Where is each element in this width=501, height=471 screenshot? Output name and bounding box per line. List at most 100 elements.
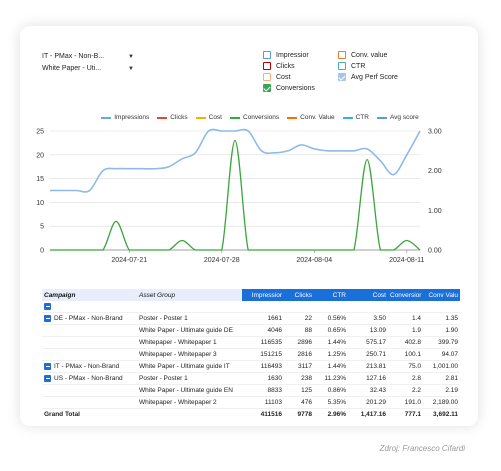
table-row[interactable]: Whitepaper - Whitepaper 3 151215 2816 1.25%… — [42, 348, 460, 361]
legend-item-clicks[interactable]: Clicks — [157, 114, 188, 121]
impressions-cell: 1630 — [242, 372, 284, 385]
legend-item-ctr[interactable]: CTR — [342, 114, 369, 121]
checkbox-unchecked-icon[interactable] — [338, 51, 346, 59]
impressions-header[interactable]: Impressior — [242, 289, 284, 301]
cost-cell: 213.81 — [348, 360, 388, 373]
conversions-cell — [388, 301, 423, 313]
impressions-cell: 8833 — [242, 384, 284, 397]
table-row[interactable]: IT - PMax - Non-Brand White Paper - Ultim… — [42, 360, 460, 373]
conversions-cell: 1.9 — [388, 324, 423, 337]
clicks-header[interactable]: Clicks — [284, 289, 314, 301]
series-line-conversions — [50, 139, 421, 251]
legend-label: Clicks — [170, 114, 188, 121]
ctr-cell: 1.25% — [314, 348, 348, 361]
clicks-cell — [284, 301, 314, 313]
y-right-tick-label: 0.00 — [428, 248, 442, 255]
campaign-cell: DE - PMax - Non-Brand — [42, 312, 137, 325]
checkbox-unchecked-icon[interactable] — [263, 73, 271, 81]
table-row[interactable]: White Paper - Ultimate guide DE 4046 88 0.6… — [42, 324, 460, 337]
table-row[interactable]: DE - PMax - Non-Brand Poster - Poster 1 16… — [42, 312, 460, 325]
asset-group-cell: White Paper - Ultimate guide IT — [137, 360, 242, 373]
cost-cell: 250.71 — [348, 348, 388, 361]
asset-group-filter-value: White Paper - Uti... — [42, 65, 102, 72]
legend-swatch — [342, 116, 353, 119]
checkbox-checked-icon[interactable] — [338, 73, 346, 81]
campaign-cell — [42, 301, 137, 313]
collapse-icon[interactable] — [44, 302, 51, 310]
campaign-cell: IT - PMax - Non-Brand — [42, 360, 137, 373]
metric-toggle-cost[interactable]: Cost — [263, 73, 290, 81]
ctr-cell: 0.86% — [314, 384, 348, 397]
impressions-cell: 116493 — [242, 360, 284, 373]
legend-item-conv-value[interactable]: Conv. Value — [287, 114, 335, 121]
metric-toggle-conversions[interactable]: Conversions — [263, 84, 315, 92]
metric-toggle-impressior[interactable]: Impressior — [263, 51, 309, 59]
grand-total-label: Grand Total — [42, 408, 242, 420]
legend-item-cost[interactable]: Cost — [195, 114, 222, 121]
metric-toggle-clicks[interactable]: Clicks — [263, 62, 295, 70]
cost-header[interactable]: Cost — [348, 289, 388, 301]
cost-cell: 127.16 — [348, 372, 388, 385]
metric-toggle-label: Conversions — [276, 84, 315, 92]
metric-toggle-label: Impressior — [276, 51, 309, 59]
metric-toggle-label: CTR — [351, 62, 366, 70]
table-header-row: Campaign Asset Group Impressior Clicks C… — [42, 289, 460, 301]
metric-toggle-avg-perf-score[interactable]: Avg Perf Score — [338, 73, 398, 81]
campaign-name: DE - PMax - Non-Brand — [54, 315, 123, 323]
legend-swatch — [376, 116, 387, 119]
conversions-cell: 191.0 — [388, 396, 423, 409]
metric-toggle-label: Avg Perf Score — [351, 73, 398, 81]
y-left-tick-label: 10 — [36, 200, 44, 207]
collapse-icon[interactable] — [44, 314, 51, 322]
conversions-header[interactable]: Conversior — [388, 289, 423, 301]
checkbox-unchecked-icon[interactable] — [263, 62, 271, 70]
x-tick-label: 2024-08-04 — [296, 257, 332, 264]
table-row[interactable]: Whitepaper - Whitepaper 2 11103 476 5.35% 20… — [42, 396, 460, 409]
legend-item-avg-score[interactable]: Avg score — [376, 114, 419, 121]
legend-item-conversions[interactable]: Conversions — [230, 114, 279, 121]
impressions-cell: 1661 — [242, 312, 284, 325]
y-left-tick-label: 20 — [36, 152, 44, 159]
table-row[interactable]: US - PMax - Non-Brand Poster - Poster 1 16… — [42, 372, 460, 385]
checkbox-unchecked-icon[interactable] — [263, 51, 271, 59]
asset-group-header[interactable]: Asset Group — [137, 289, 242, 301]
metric-toggle-ctr[interactable]: CTR — [338, 62, 365, 70]
impressions-cell — [242, 301, 284, 313]
y-right-tick-label: 3.00 — [428, 129, 442, 136]
table-row[interactable]: White Paper - Ultimate guide EN 8833 125 0.… — [42, 384, 460, 397]
conv-value-cell: 1.90 — [423, 324, 460, 337]
total-cost: 1,417.16 — [348, 408, 388, 420]
conv-value-header[interactable]: Conv Valu — [423, 289, 460, 301]
checkbox-unchecked-icon[interactable] — [338, 62, 346, 70]
collapse-icon[interactable] — [44, 374, 51, 382]
campaign-header[interactable]: Campaign — [42, 289, 137, 301]
clicks-cell: 88 — [284, 324, 314, 337]
asset-group-filter-dropdown[interactable]: White Paper - Uti... ▼ — [42, 63, 134, 74]
cost-cell: 3.50 — [348, 312, 388, 325]
table-row[interactable]: Whitepaper - Whitepaper 1 116535 2896 1.44%… — [42, 336, 460, 349]
table-row[interactable] — [42, 301, 460, 313]
clicks-cell: 2816 — [284, 348, 314, 361]
conv-value-cell: 399.79 — [423, 336, 460, 349]
performance-chart: 25 20 15 10 5 0 3.00 2.00 1.00 0.00 2024-07-21 2024… — [36, 128, 442, 265]
ctr-cell: 1.44% — [314, 336, 348, 349]
legend-swatch — [101, 116, 112, 119]
checkbox-checked-icon[interactable] — [263, 84, 271, 92]
campaign-cell — [42, 396, 137, 409]
campaign-name: US - PMax - Non-Brand — [54, 375, 123, 383]
series-line-avg-score — [50, 128, 421, 193]
legend-swatch — [157, 116, 168, 119]
metric-toggle-label: Clicks — [276, 62, 295, 70]
ctr-header[interactable]: CTR — [314, 289, 348, 301]
metric-toggle-conv-value[interactable]: Conv. value — [338, 51, 387, 59]
conv-value-cell: 94.07 — [423, 348, 460, 361]
total-conv-value: 3,692.11 — [423, 408, 460, 420]
conversions-cell: 1.4 — [388, 312, 423, 325]
collapse-icon[interactable] — [44, 362, 51, 370]
conv-value-cell: 2,189.00 — [423, 396, 460, 409]
total-clicks: 9778 — [284, 408, 314, 420]
ctr-cell: 5.35% — [314, 396, 348, 409]
campaign-filter-dropdown[interactable]: IT - PMax - Non-B... ▼ — [42, 51, 134, 62]
x-tick-label: 2024-07-21 — [111, 257, 147, 264]
legend-item-impressions[interactable]: Impressions — [101, 114, 149, 121]
